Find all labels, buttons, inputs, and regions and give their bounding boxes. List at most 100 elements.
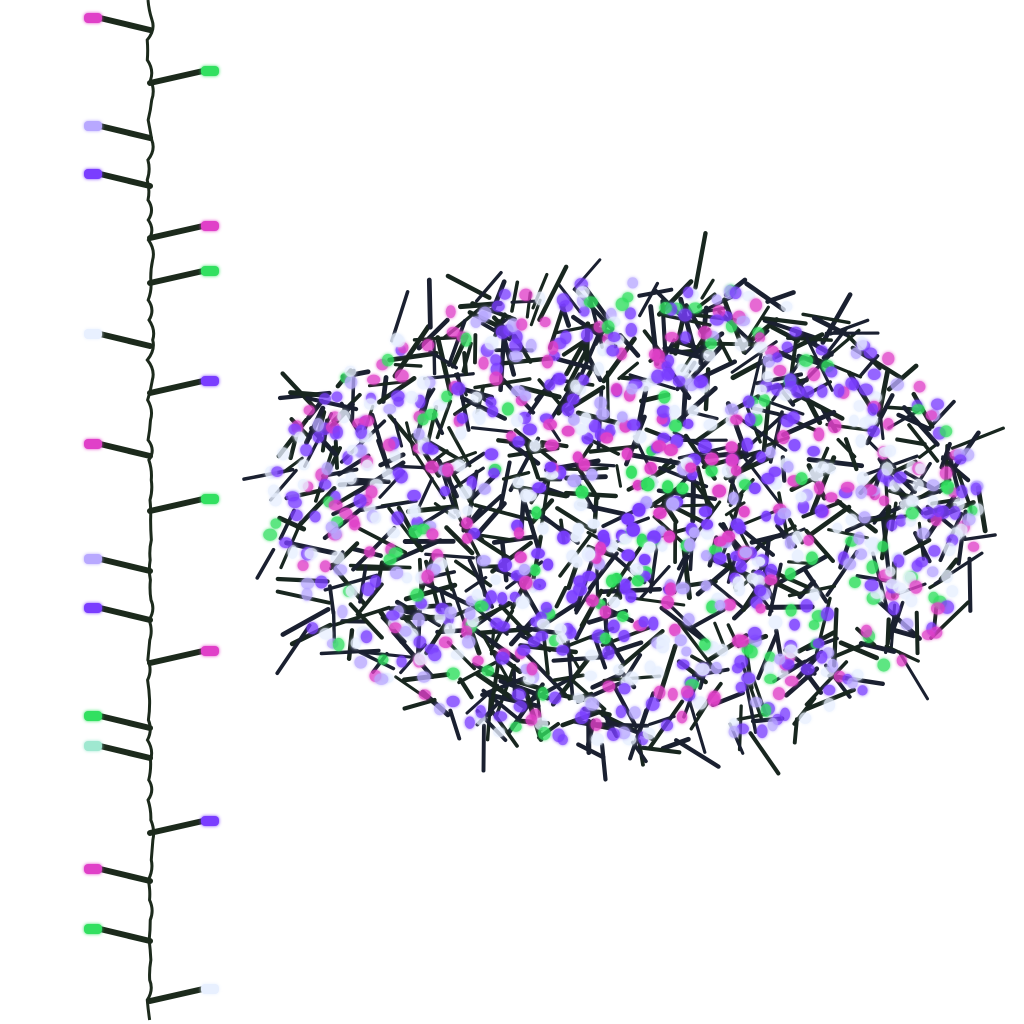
led-bulb-pink	[364, 546, 376, 558]
led-bulb-green	[806, 551, 818, 565]
led-bulb-pink	[807, 367, 821, 382]
led-bulb-purple	[680, 331, 691, 344]
led-bulb-lavender	[596, 408, 610, 420]
led-bulb-purple	[615, 705, 627, 718]
wire-segment	[353, 460, 406, 496]
led-bulb-white	[447, 508, 462, 520]
led-bulb-purple	[632, 503, 646, 517]
led-bulb-purple	[626, 522, 640, 537]
led-bulb-green	[912, 404, 925, 415]
led-bulb-purple	[858, 383, 873, 396]
led-bulb-pink	[896, 654, 907, 667]
led-bulb-pink	[813, 427, 825, 442]
led-bulb-white	[853, 400, 866, 412]
led-bulb-white	[405, 390, 418, 404]
led-bulb-purple	[466, 476, 477, 490]
led-bulb-purple	[638, 553, 651, 566]
led-bulb-purple	[575, 711, 589, 725]
wire-segment	[348, 602, 384, 640]
led-bulb-purple	[488, 468, 500, 479]
led-bulb-pink	[730, 414, 743, 425]
led-bulb-purple	[867, 403, 879, 416]
led-bulb-purple	[956, 485, 968, 499]
led-bulb-purple	[496, 621, 510, 632]
wire-segment	[947, 451, 960, 492]
wire-segment	[617, 361, 640, 381]
led-bulb-white	[587, 518, 600, 530]
wire-segment	[275, 623, 312, 676]
wire-segment	[674, 738, 721, 769]
led-bulb-pink	[339, 507, 353, 520]
led-bulb-green	[381, 353, 394, 367]
led-stem	[97, 441, 153, 459]
led-bulb-purple	[315, 575, 328, 589]
led-bulb-purple	[800, 599, 813, 613]
led-bulb-green	[538, 726, 551, 741]
led-bulb-pink	[610, 383, 623, 396]
wire-segment	[561, 340, 585, 357]
led-stem	[97, 605, 153, 623]
led-bulb-purple	[678, 308, 692, 322]
led-bulb-purple	[823, 684, 836, 696]
led-bulb-white	[512, 477, 524, 489]
wire-segment	[588, 444, 639, 454]
led-bulb-white	[471, 588, 483, 601]
led-stem	[97, 926, 153, 944]
led-bulb-purple	[732, 663, 743, 674]
led-bulb-green	[270, 518, 282, 529]
led-bulb-white	[696, 663, 710, 676]
led-bulb-pink	[653, 685, 666, 700]
led-bulb-lavender	[783, 461, 794, 473]
wire-segment	[501, 470, 531, 481]
wire-segment	[792, 696, 817, 726]
led-bulb-purple	[661, 719, 674, 731]
wire-segment	[618, 629, 665, 670]
led-bulb-lavender	[444, 606, 457, 619]
led-bulb-purple	[787, 411, 800, 424]
led-bulb-green	[676, 482, 689, 495]
wire-segment	[630, 452, 681, 466]
led-bulb-green	[641, 477, 655, 492]
led-bulb-purple	[360, 630, 373, 644]
wire-segment	[447, 426, 472, 468]
led-bulb-white	[544, 469, 559, 480]
led-bulb-white	[868, 391, 882, 404]
led-bulb-purple	[801, 385, 815, 398]
led-bulb-pink	[595, 541, 607, 556]
led-bulb-green	[739, 479, 752, 490]
led-stem	[147, 986, 206, 1004]
led-bulb-pink	[394, 369, 409, 383]
led-bulb-pink	[713, 536, 727, 547]
led-bulb-purple	[867, 368, 881, 381]
led-bulb-white	[585, 649, 599, 661]
led-bulb-lavender	[301, 587, 313, 601]
led-bulb-pink	[840, 481, 855, 493]
led-stem	[97, 331, 153, 349]
led-bulb-green	[785, 604, 797, 617]
led-bulb-purple	[741, 672, 756, 684]
led-bulb-purple	[531, 548, 545, 559]
led-bulb-pink	[772, 687, 785, 701]
led-bulb-purple	[698, 506, 713, 518]
led-bulb-purple	[532, 482, 547, 494]
led-bulb-purple	[761, 510, 772, 522]
led-bulb-lavender	[762, 354, 776, 368]
led-bulb-pink	[541, 354, 554, 369]
led-bulb-lavender	[684, 538, 696, 552]
led-bulb-green	[784, 567, 796, 580]
led-bulb-purple	[771, 383, 783, 396]
wire-segment	[902, 538, 932, 556]
led-bulb-pink	[712, 305, 726, 318]
led-bulb-purple	[742, 395, 755, 409]
wire-segment	[473, 377, 532, 390]
led-bulb-purple	[542, 558, 554, 571]
led-bulb-green	[531, 506, 542, 520]
led-bulb-lavender	[412, 612, 425, 627]
led-bulb-white	[753, 341, 768, 353]
led-bulb-purple	[485, 590, 497, 604]
led-bulb-pink	[913, 380, 926, 393]
led-bulb-pink	[462, 532, 473, 544]
wire-segment	[537, 264, 569, 322]
led-bulb-pink	[367, 374, 381, 385]
led-bulb-lavender	[478, 483, 491, 495]
